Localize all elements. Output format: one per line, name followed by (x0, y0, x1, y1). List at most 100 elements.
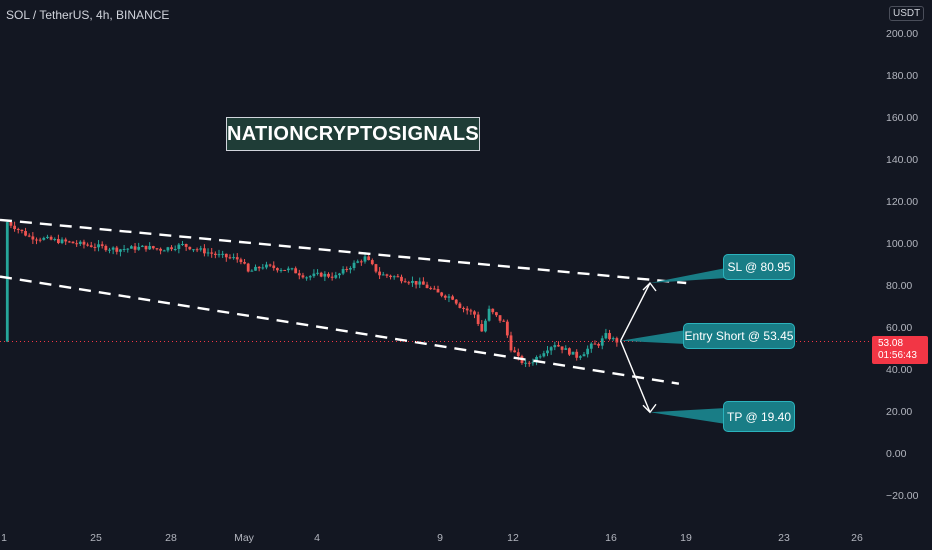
candle (133, 242, 137, 253)
candle (170, 245, 173, 252)
candle (20, 229, 24, 234)
candle (49, 235, 53, 241)
candle (349, 266, 352, 274)
candle (389, 274, 392, 280)
candle (192, 249, 195, 253)
trendline-upper[interactable] (0, 218, 687, 285)
time-tick-label: 26 (851, 532, 863, 544)
candle (392, 275, 396, 280)
price-tick-label: 60.00 (886, 322, 912, 334)
candle (181, 241, 184, 246)
candle (451, 294, 454, 301)
candle (100, 241, 104, 249)
candle (115, 245, 119, 255)
bar-countdown: 01:56:43 (878, 350, 917, 361)
candle (297, 269, 301, 280)
candle (345, 266, 349, 273)
candle (97, 240, 100, 252)
candle (206, 248, 210, 257)
candle (246, 262, 250, 273)
candle (484, 318, 487, 333)
price-tick-label: 140.00 (886, 154, 918, 166)
time-axis[interactable]: 1 25 28 May 4 9 12 16 19 23 26 (1, 532, 863, 544)
candle (502, 319, 506, 322)
candle (568, 347, 571, 356)
time-tick-label: 23 (778, 532, 790, 544)
price-axis[interactable]: 200.00 180.00 160.00 140.00 120.00 100.00 80.0… (886, 28, 919, 502)
price-tick-label: 200.00 (886, 28, 918, 40)
candle (469, 308, 473, 315)
candle (385, 273, 389, 278)
candle (531, 358, 535, 366)
currency-unit-button[interactable]: USDT (889, 6, 925, 21)
candle (495, 311, 498, 318)
candle (480, 320, 484, 332)
symbol-title[interactable]: SOL / TetherUS, 4h, BINANCE (6, 8, 170, 22)
candle (334, 271, 338, 280)
candle (454, 298, 458, 306)
candle (213, 251, 217, 259)
time-tick-label: 12 (507, 532, 519, 544)
candle (411, 276, 414, 287)
candle (27, 233, 31, 238)
candle (462, 306, 465, 313)
entry-short-callout[interactable]: Entry Short @ 53.45 (683, 323, 795, 349)
candle (78, 240, 82, 246)
candle (104, 244, 108, 252)
candle (268, 263, 272, 268)
candle (593, 340, 597, 345)
candle (210, 247, 214, 258)
candle (491, 308, 495, 315)
candle (232, 253, 235, 260)
candle (440, 291, 444, 298)
candle (524, 359, 527, 368)
candle (217, 249, 221, 258)
candle (148, 242, 152, 250)
time-tick-label: 19 (680, 532, 692, 544)
candle (162, 249, 166, 252)
candle (13, 221, 16, 232)
candle (319, 271, 323, 278)
candle (465, 306, 469, 315)
take-profit-pointer (650, 408, 726, 424)
candle (505, 319, 509, 338)
candle (600, 335, 604, 350)
candle (60, 237, 64, 245)
stop-loss-callout[interactable]: SL @ 80.95 (723, 254, 795, 280)
candle (243, 259, 246, 265)
candle (64, 237, 68, 245)
candle (261, 264, 265, 270)
take-profit-callout[interactable]: TP @ 19.40 (723, 401, 795, 432)
nationcryptosignals-watermark: NATIONCRYPTOSIGNALS (226, 117, 480, 151)
candle (414, 280, 418, 289)
candle (352, 260, 356, 271)
candle (571, 351, 575, 355)
candle (498, 315, 502, 323)
candle (338, 272, 341, 279)
candle (429, 286, 433, 290)
candle (283, 269, 287, 271)
candle (381, 271, 385, 276)
candle (407, 280, 411, 285)
last-price-tag: 53.08 01:56:43 (872, 336, 928, 364)
candle (67, 240, 71, 243)
time-tick-label: 9 (437, 532, 443, 544)
candle (265, 261, 268, 270)
candle (582, 351, 586, 357)
time-tick-label: 1 (1, 532, 7, 544)
candle (177, 243, 181, 254)
time-tick-label: 28 (165, 532, 177, 544)
candle (301, 272, 305, 279)
candle (611, 336, 615, 341)
candle (560, 346, 564, 354)
price-tick-label: 180.00 (886, 70, 918, 82)
trendline-lower[interactable] (0, 275, 680, 385)
candle (370, 258, 374, 266)
price-tick-label: 160.00 (886, 112, 918, 124)
candle (31, 232, 35, 244)
candle (53, 237, 57, 242)
candle (432, 285, 436, 290)
candle (137, 242, 141, 251)
price-tick-label: 20.00 (886, 406, 912, 418)
price-tick-label: 40.00 (886, 364, 912, 376)
